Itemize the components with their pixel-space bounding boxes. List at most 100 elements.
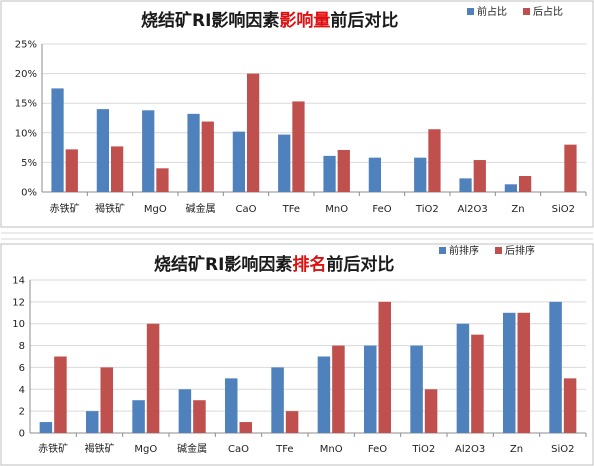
y-tick-label: 0 — [19, 429, 25, 440]
chart-panel-rank: 烧结矿RI影响因素排名前后对比 前排序 后排序 0 2 4 6 8 10 12 14 赤铁矿 褐铁… — [0, 243, 594, 466]
y-tick-label: 10% — [15, 128, 37, 139]
x-category-label: SiO2 — [551, 444, 574, 455]
legend-swatch — [467, 8, 474, 15]
bar-front — [323, 155, 336, 192]
x-category-label: TiO2 — [415, 204, 439, 215]
y-tick-label: 4 — [19, 385, 25, 396]
bar-back — [428, 129, 441, 192]
y-tick-label: 15% — [15, 99, 37, 110]
bar-front — [502, 312, 516, 433]
y-axis-ticks: 0% 5% 10% 15% 20% 25% — [15, 40, 37, 199]
x-axis-categories: 赤铁矿 褐铁矿 MgO 碱金属 CaO TFe MnO FeO TiO2 Al2O3 Zn SiO2 — [38, 442, 574, 455]
chart-legend: 前占比 后占比 — [467, 5, 563, 18]
bar-front — [278, 134, 291, 192]
bar-front — [232, 131, 245, 192]
x-category-label: MnO — [320, 444, 343, 455]
chart-title-suffix: 前后对比 — [326, 254, 394, 275]
x-category-label: CaO — [236, 204, 257, 215]
bar-front — [410, 345, 423, 433]
y-tick-label: 25% — [15, 40, 37, 51]
bar-front — [85, 411, 99, 433]
bar-back — [517, 312, 531, 433]
bar-front — [456, 323, 470, 433]
bar-back — [564, 144, 577, 192]
y-tick-label: 0% — [21, 188, 37, 199]
bar-back — [146, 323, 160, 433]
bar-back — [247, 73, 260, 192]
y-tick-label: 2 — [19, 407, 25, 418]
x-category-label: 赤铁矿 — [38, 442, 68, 455]
chart-title-highlight: 影响量 — [279, 10, 330, 31]
x-category-label: Al2O3 — [455, 444, 485, 455]
x-category-label: MgO — [144, 204, 167, 215]
legend-swatch — [495, 247, 502, 254]
bar-back — [378, 301, 392, 433]
bar-front — [459, 178, 472, 192]
x-category-label: 碱金属 — [177, 442, 207, 455]
y-tick-label: 14 — [12, 276, 25, 287]
legend-swatch — [523, 8, 530, 15]
bar-back — [193, 400, 206, 433]
x-category-label: TFe — [282, 204, 300, 215]
y-tick-label: 8 — [19, 341, 25, 352]
bar-front — [504, 184, 517, 192]
x-category-label: CaO — [228, 444, 249, 455]
bars — [39, 301, 577, 433]
bar-front — [414, 157, 427, 192]
bar-front — [271, 367, 284, 433]
y-axis-ticks: 0 2 4 6 8 10 12 14 — [12, 276, 25, 440]
y-tick-label: 6 — [19, 363, 25, 374]
bar-back — [292, 101, 305, 192]
chart-legend: 前排序 后排序 — [439, 244, 535, 257]
x-category-label: MgO — [134, 444, 157, 455]
bar-back — [201, 121, 214, 192]
bar-back — [54, 356, 67, 433]
bars — [51, 73, 577, 192]
x-category-label: Al2O3 — [458, 204, 488, 215]
bar-front — [51, 88, 64, 192]
chart-title: 烧结矿RI影响因素影响量前后对比 — [141, 10, 398, 31]
bar-back — [332, 345, 345, 433]
y-tick-label: 5% — [21, 158, 37, 169]
chart-title-suffix: 前后对比 — [330, 10, 398, 31]
chart-title-highlight: 排名 — [292, 254, 326, 275]
x-category-label: TiO2 — [411, 444, 435, 455]
x-category-label: FeO — [368, 444, 387, 455]
bar-front — [363, 345, 377, 433]
x-category-label: MnO — [325, 204, 348, 215]
bar-back — [239, 422, 253, 433]
bar-back — [65, 149, 78, 192]
bar-front — [317, 356, 331, 433]
bar-back — [156, 168, 169, 192]
legend-label: 前排序 — [449, 244, 479, 257]
x-category-label: Zn — [510, 444, 523, 455]
x-axis-categories: 赤铁矿 褐铁矿 MgO 碱金属 CaO TFe MnO FeO TiO2 Al2O3 Zn SiO2 — [50, 202, 575, 215]
x-category-label: 赤铁矿 — [50, 202, 80, 215]
y-tick-label: 10 — [12, 319, 25, 330]
x-category-label: FeO — [372, 204, 391, 215]
chart-title-prefix: 烧结矿RI影响因素 — [141, 10, 279, 31]
x-category-label: 褐铁矿 — [95, 202, 125, 215]
bar-front — [96, 109, 109, 192]
x-category-label: TFe — [275, 444, 293, 455]
bar-back — [111, 146, 124, 192]
bar-back — [424, 389, 438, 433]
chart-title: 烧结矿RI影响因素排名前后对比 — [154, 254, 394, 275]
bar-front — [187, 113, 200, 192]
bar-front — [132, 400, 145, 433]
chart-title-prefix: 烧结矿RI影响因素 — [154, 254, 292, 275]
bar-front — [368, 157, 381, 192]
bar-front — [142, 110, 155, 192]
legend-label: 后占比 — [533, 5, 563, 18]
bar-front — [178, 389, 192, 433]
x-category-label: Zn — [511, 204, 524, 215]
legend-label: 前占比 — [477, 5, 507, 18]
legend-swatch — [439, 247, 446, 254]
bar-back — [471, 334, 484, 433]
bar-back — [519, 176, 532, 192]
chart-panel-influence: 烧结矿RI影响因素影响量前后对比 前占比 后占比 0% 5% 10% 15% 20% 25%… — [0, 0, 594, 228]
bar-back — [337, 149, 350, 192]
bar-front — [39, 422, 53, 433]
bar-front — [224, 378, 238, 433]
bar-front — [549, 301, 562, 433]
